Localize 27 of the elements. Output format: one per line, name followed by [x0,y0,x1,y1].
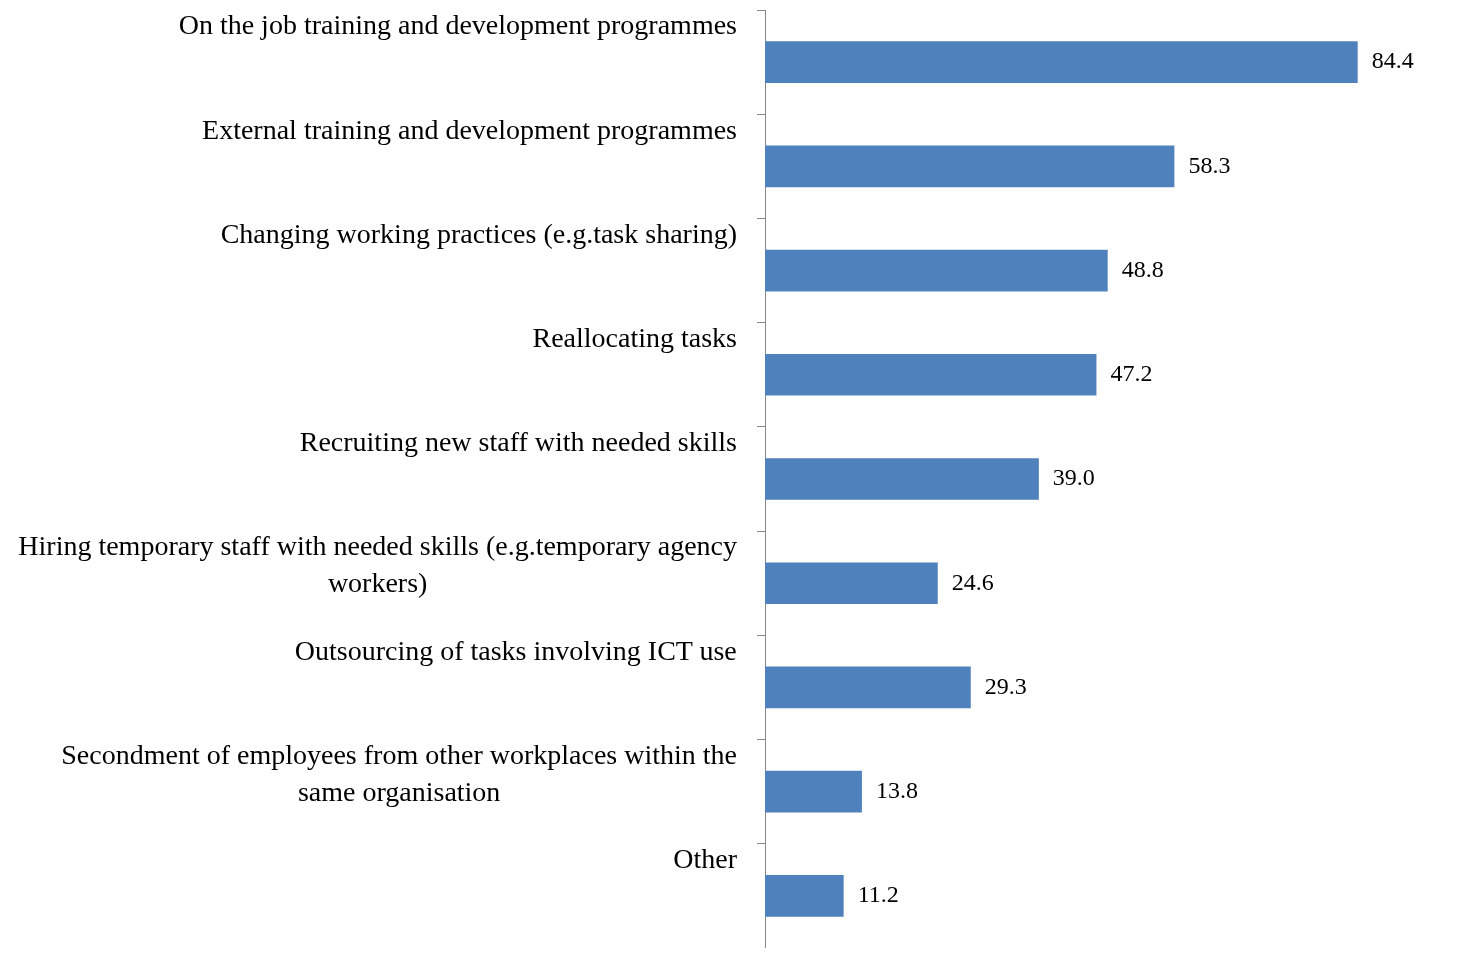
bar [765,770,862,813]
y-tick-label: Outsourcing of tasks involving ICT use [294,634,737,666]
bar [765,458,1039,500]
data-label: 48.8 [1121,255,1164,282]
bar [765,666,971,709]
bar [765,145,1175,188]
data-label: 39.0 [1052,464,1095,491]
bar [765,41,1358,83]
data-label: 47.2 [1110,360,1153,387]
data-label: 84.4 [1371,47,1414,74]
y-tick-label: Reallocating tasks [532,322,738,354]
y-tick-label: Hiring temporary staff with needed skills (e.g.temporary agency workers) [18,530,737,599]
data-label: 24.6 [951,568,994,595]
y-tick-label: External training and development programmes [202,113,738,145]
bar [765,562,938,605]
data-label: 11.2 [857,881,899,908]
y-tick-label: Recruiting new staff with needed skills [299,426,737,458]
bar [765,875,844,917]
data-label: 13.8 [875,776,918,803]
y-tick-label: Secondment of employees from other workplaces within the same organisation [61,738,738,807]
bar [765,249,1108,292]
y-tick-label: Other [673,843,738,875]
data-label: 29.3 [984,672,1027,699]
y-tick-label: On the job training and development programmes [178,9,737,41]
y-tick-label: Changing working practices (e.g.task sharing) [220,217,737,249]
bar [765,353,1097,396]
data-label: 58.3 [1188,151,1231,178]
